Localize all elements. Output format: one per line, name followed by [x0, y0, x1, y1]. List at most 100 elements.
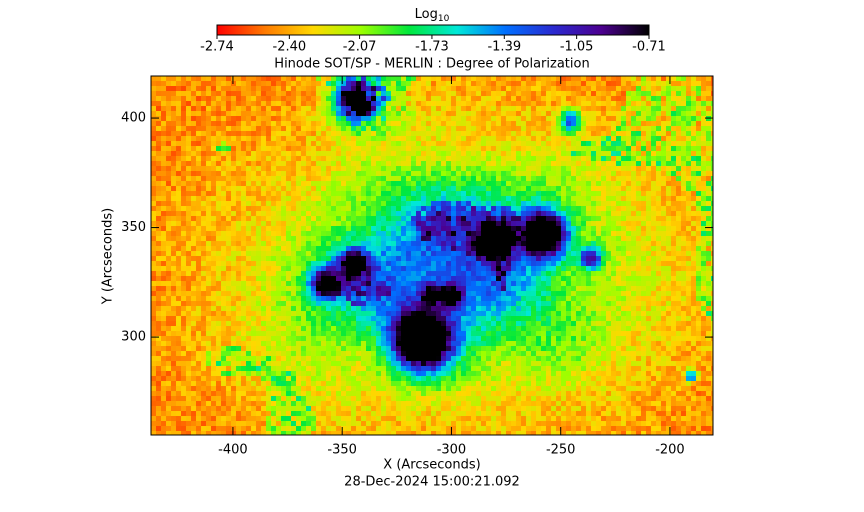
image-pixel	[626, 216, 631, 221]
image-pixel	[646, 271, 651, 276]
image-pixel	[416, 261, 421, 266]
image-pixel	[161, 241, 166, 246]
image-pixel	[266, 191, 271, 196]
image-pixel	[521, 281, 526, 286]
image-pixel	[311, 231, 316, 236]
image-pixel	[401, 156, 406, 161]
image-pixel	[211, 186, 216, 191]
image-pixel	[436, 241, 441, 246]
image-pixel	[671, 166, 676, 171]
image-pixel	[281, 181, 286, 186]
image-pixel	[311, 261, 316, 266]
image-pixel	[501, 196, 506, 201]
image-pixel	[446, 91, 451, 96]
image-pixel	[166, 131, 171, 136]
image-pixel	[601, 176, 606, 181]
image-pixel	[646, 166, 651, 171]
image-pixel	[571, 231, 576, 236]
image-pixel	[336, 156, 341, 161]
image-pixel	[451, 126, 456, 131]
image-pixel	[671, 196, 676, 201]
image-pixel	[311, 116, 316, 121]
image-pixel	[176, 101, 181, 106]
image-pixel	[271, 271, 276, 276]
image-pixel	[316, 271, 321, 276]
image-pixel	[536, 166, 541, 171]
image-pixel	[326, 91, 331, 96]
image-pixel	[511, 271, 516, 276]
image-pixel	[356, 86, 361, 91]
image-pixel	[536, 146, 541, 151]
image-pixel	[691, 231, 696, 236]
image-pixel	[296, 266, 301, 271]
image-pixel	[391, 171, 396, 176]
image-pixel	[566, 111, 571, 116]
image-pixel	[281, 291, 286, 296]
image-pixel	[431, 146, 436, 151]
image-pixel	[551, 81, 556, 86]
image-pixel	[561, 146, 566, 151]
image-pixel	[246, 176, 251, 181]
image-pixel	[386, 251, 391, 256]
image-pixel	[651, 131, 656, 136]
image-pixel	[246, 246, 251, 251]
image-pixel	[536, 201, 541, 206]
image-pixel	[551, 161, 556, 166]
image-pixel	[231, 201, 236, 206]
image-pixel	[481, 276, 486, 281]
image-pixel	[421, 271, 426, 276]
image-pixel	[626, 96, 631, 101]
image-pixel	[176, 196, 181, 201]
image-pixel	[391, 111, 396, 116]
image-pixel	[391, 116, 396, 121]
image-pixel	[421, 156, 426, 161]
image-pixel	[296, 181, 301, 186]
image-pixel	[626, 81, 631, 86]
image-pixel	[236, 206, 241, 211]
image-pixel	[416, 271, 421, 276]
image-pixel	[411, 236, 416, 241]
image-pixel	[621, 291, 626, 296]
image-pixel	[671, 251, 676, 256]
image-pixel	[216, 281, 221, 286]
image-pixel	[271, 101, 276, 106]
image-pixel	[671, 221, 676, 226]
image-pixel	[601, 196, 606, 201]
image-pixel	[626, 261, 631, 266]
image-pixel	[631, 121, 636, 126]
image-pixel	[341, 206, 346, 211]
image-pixel	[566, 121, 571, 126]
image-pixel	[306, 256, 311, 261]
image-pixel	[466, 276, 471, 281]
image-pixel	[451, 286, 456, 291]
image-pixel	[181, 131, 186, 136]
image-pixel	[571, 266, 576, 271]
image-pixel	[356, 186, 361, 191]
image-pixel	[641, 111, 646, 116]
image-pixel	[641, 131, 646, 136]
image-pixel	[366, 241, 371, 246]
image-pixel	[596, 266, 601, 271]
image-pixel	[506, 151, 511, 156]
image-pixel	[281, 141, 286, 146]
image-pixel	[516, 261, 521, 266]
image-pixel	[156, 246, 161, 251]
image-pixel	[551, 86, 556, 91]
image-pixel	[371, 86, 376, 91]
image-pixel	[381, 271, 386, 276]
image-pixel	[456, 181, 461, 186]
image-pixel	[361, 251, 366, 256]
image-pixel	[611, 276, 616, 281]
image-pixel	[466, 81, 471, 86]
image-pixel	[166, 121, 171, 126]
image-pixel	[426, 126, 431, 131]
image-pixel	[646, 126, 651, 131]
image-pixel	[501, 231, 506, 236]
image-pixel	[586, 151, 591, 156]
image-pixel	[331, 231, 336, 236]
image-pixel	[461, 86, 466, 91]
image-pixel	[386, 81, 391, 86]
image-pixel	[641, 96, 646, 101]
image-pixel	[496, 281, 501, 286]
image-pixel	[416, 116, 421, 121]
